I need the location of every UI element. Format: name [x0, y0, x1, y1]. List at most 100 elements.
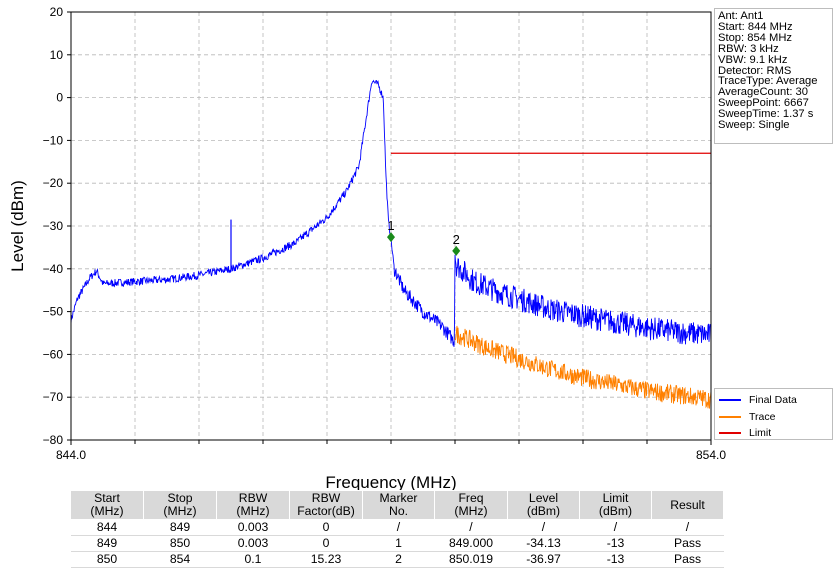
table-cell: 0 — [289, 535, 363, 552]
table-cell: 849 — [70, 535, 144, 552]
grid-lines — [71, 12, 711, 440]
legend-item-final-data: Final Data — [719, 392, 832, 409]
table-cell: 2 — [362, 551, 435, 568]
col-marker: Marker No. — [362, 490, 435, 520]
info-line: SweepTime: 1.37 s — [718, 108, 814, 121]
table-cell: / — [579, 519, 652, 536]
header-line: (dBm) — [598, 504, 633, 518]
series-trace-line — [454, 325, 712, 409]
header-line: Result — [670, 497, 705, 512]
table-cell: 1 — [362, 535, 435, 552]
header-line: (dBm) — [526, 504, 561, 518]
y-tick-label: −10 — [43, 133, 64, 147]
col-limit: Limit (dBm) — [579, 490, 652, 520]
info-line: Detector: RMS — [718, 64, 792, 77]
header-line: (MHz) — [236, 504, 270, 518]
info-line: RBW: 3 kHz — [718, 42, 779, 55]
table-cell: -34.13 — [507, 535, 580, 552]
table-cell: Pass — [651, 551, 724, 568]
table-cell: 849.000 — [434, 535, 508, 552]
info-line: SweepPoint: 6667 — [718, 97, 809, 110]
table-cell: / — [507, 519, 580, 536]
table-cell: 0 — [289, 519, 363, 536]
header-line: Stop — [167, 491, 193, 505]
y-tick-label: −60 — [43, 347, 64, 361]
legend-label: Limit — [749, 427, 772, 440]
header-line: (MHz) — [90, 504, 124, 518]
x-tick-label: 854.0 — [696, 448, 726, 462]
y-tick-label: −40 — [43, 262, 64, 276]
marker-2-diamond — [452, 245, 461, 256]
table-cell: -13 — [579, 551, 652, 568]
header-line: (MHz) — [163, 504, 197, 518]
table-cell: 850 — [70, 551, 144, 568]
legend-label: Final Data — [749, 394, 797, 407]
col-start: Start (MHz) — [70, 490, 144, 520]
col-level: Level (dBm) — [507, 490, 580, 520]
y-tick-label: 20 — [50, 5, 64, 19]
legend: Final Data Trace Limit — [714, 388, 833, 440]
info-line: VBW: 9.1 kHz — [718, 53, 788, 66]
table-cell: 854 — [143, 551, 217, 568]
info-line: Ant: Ant1 — [718, 10, 764, 22]
header-line: RBW — [311, 491, 341, 505]
legend-swatch — [719, 432, 741, 435]
table-cell: 15.23 — [289, 551, 363, 568]
marker-2-label: 2 — [453, 232, 460, 247]
col-stop: Stop (MHz) — [143, 490, 217, 520]
table-cell: -36.97 — [507, 551, 580, 568]
info-line: Start: 844 MHz — [718, 20, 793, 33]
y-tick-label: −80 — [43, 433, 64, 447]
legend-item-limit: Limit — [719, 425, 832, 442]
header-line: (MHz) — [454, 504, 488, 518]
header-line: Freq — [458, 491, 484, 505]
table-cell: / — [651, 519, 724, 536]
header-line: Start — [94, 491, 120, 505]
header-line: RBW — [238, 491, 268, 505]
info-line: TraceType: Average — [718, 75, 818, 88]
col-rbw: RBW (MHz) — [216, 490, 290, 520]
table-cell: 0.1 — [216, 551, 290, 568]
info-line: Stop: 854 MHz — [718, 31, 792, 44]
legend-item-trace: Trace — [719, 409, 832, 426]
x-axis-title: Frequency (MHz) — [325, 473, 456, 490]
header-line: Marker — [379, 491, 418, 505]
table-cell: 849 — [143, 519, 217, 536]
marker-1-label: 1 — [387, 218, 394, 233]
table-cell: / — [362, 519, 435, 536]
table-cell: 844 — [70, 519, 144, 536]
y-tick-label: −30 — [43, 219, 64, 233]
col-rbw-factor: RBW Factor(dB) — [289, 490, 363, 520]
table-cell: Pass — [651, 535, 724, 552]
header-line: No. — [389, 504, 408, 518]
header-line: Factor(dB) — [297, 504, 355, 518]
marker-layer: 12 — [387, 218, 461, 256]
header-line: Limit — [602, 491, 629, 505]
y-tick-label: 0 — [56, 91, 63, 105]
marker-1-diamond — [387, 232, 395, 243]
legend-swatch — [719, 399, 741, 402]
table-cell: 0.003 — [216, 535, 290, 552]
legend-label: Trace — [749, 410, 776, 423]
table-row: 850 854 0.1 15.23 2 850.019 -36.97 -13 P… — [70, 551, 724, 568]
info-line: Sweep: Single — [718, 119, 790, 132]
results-table: Start (MHz) Stop (MHz) RBW (MHz) RBW Factor(… — [70, 490, 724, 568]
table-cell: 850.019 — [434, 551, 508, 568]
y-tick-label: −20 — [43, 176, 64, 190]
measurement-info-box: Ant: Ant1 Start: 844 MHz Stop: 854 MHz R… — [714, 8, 833, 144]
table-row: 849 850 0.003 0 1 849.000 -34.13 -13 Pas… — [70, 535, 724, 552]
table-cell: 0.003 — [216, 519, 290, 536]
table-cell: 850 — [143, 535, 217, 552]
legend-swatch — [719, 415, 741, 418]
y-tick-label: −70 — [43, 390, 64, 404]
table-cell: / — [434, 519, 508, 536]
col-freq: Freq (MHz) — [434, 490, 508, 520]
header-line: Level — [528, 491, 559, 505]
y-tick-label: −50 — [43, 305, 64, 319]
table-header-row: Start (MHz) Stop (MHz) RBW (MHz) RBW Factor(… — [70, 490, 724, 520]
table-row: 844 849 0.003 0 / / / / / — [70, 519, 724, 536]
x-tick-label: 844.0 — [56, 448, 86, 462]
table-cell: -13 — [579, 535, 652, 552]
